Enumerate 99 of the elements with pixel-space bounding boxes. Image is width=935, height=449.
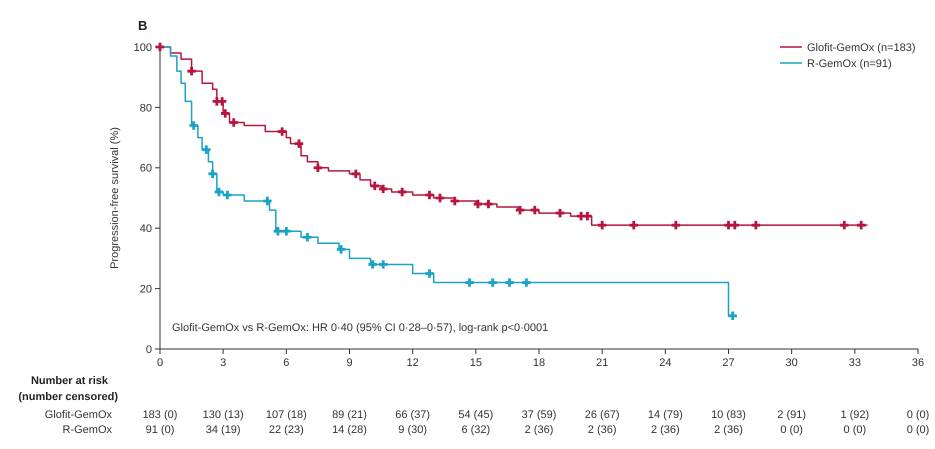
point: [187, 66, 196, 76]
point: [505, 278, 514, 287]
text: 66 (37): [395, 409, 430, 421]
point: [303, 233, 312, 242]
point: [229, 118, 238, 127]
y-tick-label: 40: [140, 223, 152, 236]
x-tick-label: 36: [912, 357, 924, 369]
point: [214, 188, 224, 196]
text: 10 (83): [711, 409, 746, 421]
text: 2 (36): [714, 424, 743, 436]
point: [752, 220, 760, 230]
text: Glofit-GemOx: [44, 409, 112, 421]
text: 9 (30): [398, 424, 428, 436]
text: 0 (0): [780, 424, 803, 436]
text: 37 (59): [522, 409, 556, 421]
point: [465, 278, 474, 287]
point: [672, 220, 680, 230]
point: [516, 206, 524, 214]
point: [484, 200, 493, 208]
text: 2 (36): [650, 424, 680, 436]
point: [436, 194, 444, 202]
point: [488, 278, 497, 287]
point: [189, 121, 198, 130]
point: [263, 196, 272, 206]
point: [728, 312, 737, 320]
text: 26 (67): [584, 409, 620, 421]
x-tick-label: 21: [596, 357, 608, 369]
text: 0 (0): [906, 424, 930, 436]
x-tick-label: 12: [406, 357, 419, 369]
point: [352, 170, 360, 178]
text: Number at risk: [30, 375, 109, 387]
text: 107 (18): [266, 409, 307, 421]
point: [208, 170, 217, 178]
point: [202, 145, 211, 154]
point: [336, 245, 346, 254]
text: 130 (13): [202, 409, 244, 421]
point: [398, 188, 406, 196]
point: [583, 212, 592, 220]
point: [221, 109, 230, 118]
point: [294, 139, 304, 148]
x-tick-label: 15: [470, 357, 482, 369]
y-tick-label: 20: [140, 283, 152, 296]
x-tick-label: 24: [659, 357, 672, 369]
text: 89 (21): [332, 409, 367, 421]
point: [368, 260, 377, 269]
text: 14 (28): [332, 424, 367, 436]
x-tick-label: 18: [532, 357, 546, 369]
legend-label: Glofit-GemOx (n=183): [807, 42, 916, 54]
text: 54 (45): [458, 409, 494, 421]
point: [530, 206, 540, 214]
point: [598, 220, 606, 230]
text: 1 (92): [840, 409, 870, 421]
point: [278, 127, 286, 136]
point: [856, 220, 866, 230]
chart-title: B: [138, 18, 148, 33]
x-tick-label: 30: [786, 357, 798, 369]
point: [450, 196, 460, 206]
text: 0 (0): [844, 424, 866, 436]
text: 2 (91): [777, 409, 806, 421]
point: [630, 220, 638, 230]
legend-label: R-GemOx (n=91): [807, 58, 892, 70]
point: [556, 208, 564, 218]
text: R-GemOx: [62, 424, 112, 436]
point: [378, 184, 388, 194]
point: [274, 226, 282, 236]
point: [522, 278, 531, 287]
point: [840, 220, 849, 230]
text: 6 (32): [461, 424, 490, 436]
annotation: Glofit-GemOx vs R-GemOx: HR 0·40 (95% CI 0·28–0·57), log-rank p<0·0001: [172, 322, 548, 334]
y-tick-label: 100: [134, 42, 152, 54]
text: 91 (0): [146, 424, 174, 436]
y-tick-label: 0: [146, 344, 152, 356]
point: [378, 260, 388, 269]
x-tick-label: 6: [283, 357, 290, 369]
y-tick-label: 60: [140, 162, 152, 175]
x-tick-label: 33: [848, 357, 861, 369]
x-tick-label: 9: [346, 357, 353, 369]
point: [314, 164, 322, 172]
text: 2 (36): [524, 424, 554, 436]
point: [730, 220, 740, 230]
x-tick-label: 27: [722, 357, 735, 369]
text: 22 (23): [268, 424, 304, 436]
point: [425, 269, 434, 278]
y-axis-title: Progression-free survival (%): [109, 127, 121, 269]
y-tick-label: 80: [140, 102, 152, 114]
x-tick-label: 3: [220, 357, 226, 369]
text: 14 (79): [648, 409, 683, 421]
point: [370, 182, 380, 190]
text: (number censored): [18, 391, 118, 403]
text: 183 (0): [142, 409, 178, 421]
point: [218, 97, 226, 106]
point: [474, 200, 482, 208]
text: 34 (19): [206, 424, 241, 436]
text: 0 (0): [906, 409, 930, 421]
text: 2 (36): [588, 424, 617, 436]
x-tick-label: 0: [156, 357, 164, 369]
point: [223, 190, 232, 200]
point: [282, 226, 291, 236]
point: [425, 190, 434, 200]
